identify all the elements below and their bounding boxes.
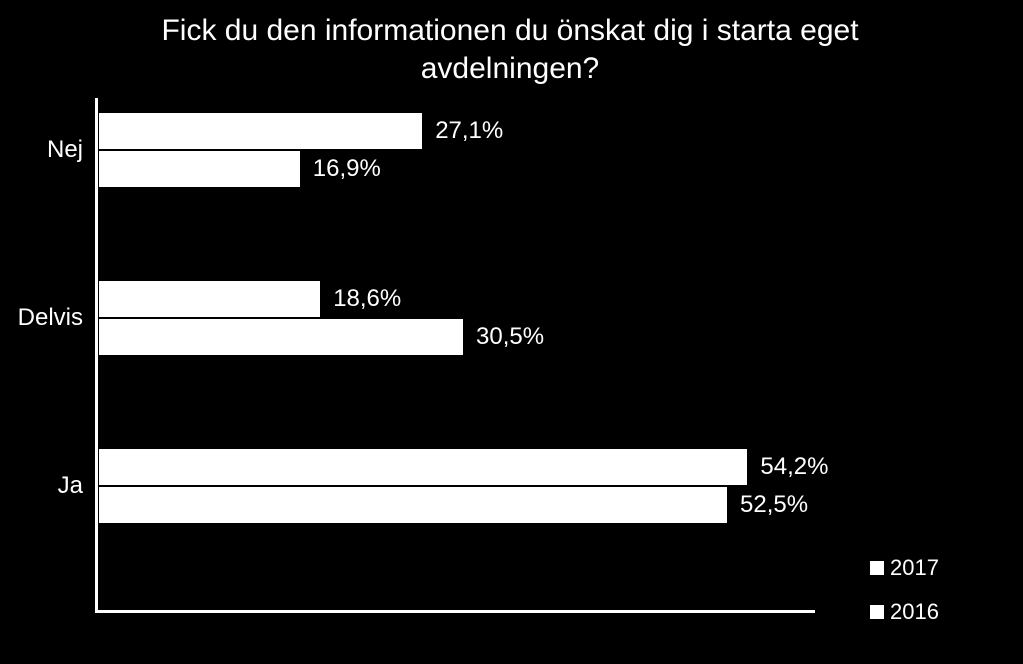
x-axis-line: [95, 610, 815, 613]
category-label-delvis: Delvis: [0, 304, 83, 332]
bar-delvis-2016: [98, 318, 464, 356]
value-ja-2016: 52,5%: [740, 491, 808, 519]
bar-ja-2017: [98, 448, 748, 486]
legend-label-2017: 2017: [890, 555, 939, 581]
legend-label-2016: 2016: [890, 599, 939, 625]
legend-item-2017: 2017: [870, 555, 939, 581]
bar-nej-2017: [98, 112, 423, 150]
legend: 2017 2016: [870, 555, 939, 643]
legend-item-2016: 2016: [870, 599, 939, 625]
bar-nej-2016: [98, 150, 301, 188]
value-nej-2016: 16,9%: [313, 155, 381, 183]
category-label-ja: Ja: [0, 472, 83, 500]
category-label-nej: Nej: [0, 136, 83, 164]
chart-container: Fick du den informationen du önskat dig …: [0, 0, 1023, 664]
bar-delvis-2017: [98, 280, 321, 318]
value-ja-2017: 54,2%: [760, 453, 828, 481]
legend-swatch-2017: [870, 561, 884, 575]
value-delvis-2016: 30,5%: [476, 323, 544, 351]
chart-title: Fick du den informationen du önskat dig …: [110, 12, 910, 87]
legend-swatch-2016: [870, 605, 884, 619]
bar-ja-2016: [98, 486, 728, 524]
value-delvis-2017: 18,6%: [333, 285, 401, 313]
value-nej-2017: 27,1%: [435, 117, 503, 145]
